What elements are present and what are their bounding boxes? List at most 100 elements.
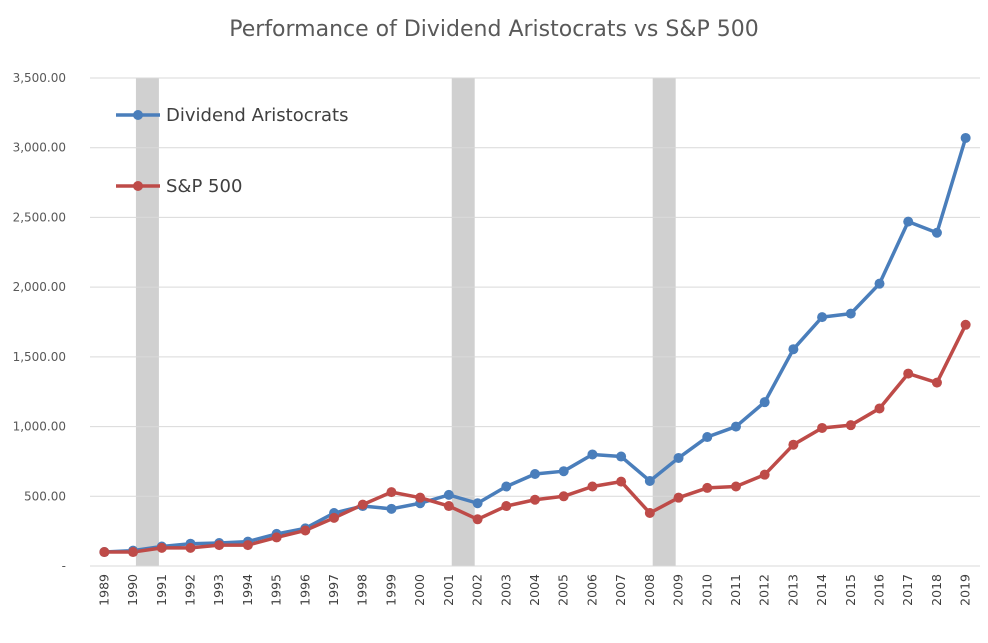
x-tick-label: 2002	[470, 574, 485, 606]
data-point-sp500	[874, 403, 885, 414]
data-point-dividend-aristocrats	[759, 397, 770, 408]
x-tick-label: 2016	[872, 574, 887, 606]
x-tick-label: 1991	[154, 574, 169, 606]
data-point-sp500	[702, 482, 713, 493]
gridlines	[90, 77, 980, 567]
data-point-sp500	[730, 481, 741, 492]
x-tick-label: 2015	[843, 574, 858, 606]
x-tick-label: 2006	[584, 574, 599, 606]
x-tick-label: 1992	[182, 574, 197, 606]
x-tick-label: 1993	[211, 574, 226, 606]
data-point-sp500	[530, 494, 540, 505]
x-tick-label: 2003	[498, 574, 513, 606]
x-tick-label: 2001	[441, 574, 456, 606]
data-point-sp500	[788, 439, 799, 450]
data-point-sp500	[443, 501, 454, 512]
x-tick-label: 2000	[412, 574, 427, 606]
x-tick-label: 2013	[785, 574, 800, 606]
legend-label: Dividend Aristocrats	[166, 105, 349, 126]
x-axis-ticks: 1989 1990 1991 1992 1993 1994 1995 1996 1997 1998…	[96, 574, 972, 606]
data-point-sp500	[644, 508, 655, 519]
series-line-dividend-aristocrats	[102, 136, 968, 554]
x-tick-label: 1994	[240, 574, 255, 606]
chart-title: Performance of Dividend Aristocrats vs S…	[229, 17, 759, 42]
data-point-sp500	[616, 476, 627, 487]
y-tick-label: 3,000.00	[13, 141, 66, 155]
x-tick-label: 1989	[96, 574, 111, 606]
x-tick-label: 2019	[958, 574, 973, 606]
shaded-range-2001-2002	[451, 78, 475, 566]
data-point-dividend-aristocrats	[960, 132, 971, 143]
legend-marker	[133, 181, 143, 191]
x-tick-label: 1996	[297, 574, 312, 606]
data-point-sp500	[156, 542, 167, 553]
y-tick-label: -	[62, 559, 66, 573]
legend-label: S&P 500	[166, 176, 242, 197]
data-point-sp500	[931, 377, 942, 388]
data-point-sp500	[817, 422, 828, 433]
data-point-sp500	[472, 514, 483, 525]
data-point-sp500	[99, 547, 110, 558]
data-point-dividend-aristocrats	[644, 475, 655, 486]
data-point-sp500	[386, 487, 397, 498]
data-point-sp500	[415, 492, 426, 503]
data-point-sp500	[903, 368, 914, 379]
y-tick-label: 1,500.00	[13, 350, 66, 364]
x-tick-label: 2009	[671, 574, 686, 606]
x-tick-label: 1999	[383, 574, 398, 606]
x-tick-label: 2004	[527, 574, 542, 606]
data-point-dividend-aristocrats	[558, 466, 569, 477]
data-point-sp500	[300, 525, 311, 536]
data-point-sp500	[501, 501, 512, 512]
x-tick-label: 2018	[929, 574, 944, 606]
data-point-sp500	[357, 499, 368, 510]
x-tick-label: 2011	[728, 574, 743, 606]
x-tick-label: 2008	[642, 574, 657, 606]
data-point-sp500	[587, 481, 598, 492]
x-tick-label: 2012	[757, 574, 772, 606]
x-tick-label: 2017	[900, 574, 915, 606]
x-tick-label: 2010	[699, 574, 714, 606]
x-tick-label: 1990	[125, 574, 140, 606]
data-point-dividend-aristocrats	[472, 498, 483, 509]
x-tick-label: 2005	[556, 574, 571, 606]
data-point-sp500	[329, 512, 340, 523]
x-tick-label: 1998	[355, 574, 370, 606]
data-point-dividend-aristocrats	[587, 449, 598, 460]
series-line-sp500	[102, 323, 968, 554]
series-lines	[99, 132, 971, 558]
data-point-dividend-aristocrats	[874, 278, 885, 289]
data-point-sp500	[128, 547, 139, 558]
data-point-sp500	[558, 491, 569, 502]
data-point-dividend-aristocrats	[616, 451, 627, 462]
data-point-sp500	[214, 540, 225, 551]
data-point-dividend-aristocrats	[530, 468, 540, 479]
data-point-sp500	[960, 319, 971, 330]
data-point-dividend-aristocrats	[845, 308, 856, 319]
data-point-dividend-aristocrats	[501, 481, 512, 492]
data-point-sp500	[759, 469, 770, 480]
y-axis-ticks: - 500.00 1,000.00 1,500.00 2,000.00 2,500.00 3…	[13, 71, 66, 573]
y-tick-label: 1,000.00	[13, 420, 66, 434]
data-point-sp500	[242, 540, 253, 551]
y-tick-label: 2,500.00	[13, 210, 66, 224]
x-tick-label: 1997	[326, 574, 341, 606]
x-tick-label: 1995	[269, 574, 284, 606]
data-point-sp500	[271, 532, 282, 543]
legend: Dividend Aristocrats S&P 500	[116, 105, 349, 197]
data-point-sp500	[185, 542, 196, 553]
data-point-dividend-aristocrats	[386, 503, 397, 514]
data-point-dividend-aristocrats	[673, 452, 684, 463]
data-point-dividend-aristocrats	[903, 216, 914, 227]
y-tick-label: 500.00	[24, 489, 66, 503]
y-tick-label: 2,000.00	[13, 280, 66, 294]
data-point-dividend-aristocrats	[788, 344, 799, 355]
x-tick-label: 2007	[613, 574, 628, 606]
shaded-range-1990-1991	[135, 78, 159, 566]
data-point-dividend-aristocrats	[730, 421, 741, 432]
x-tick-label: 2014	[814, 574, 829, 606]
recession-shading	[135, 78, 676, 566]
shaded-range-2008-2009	[652, 78, 676, 566]
